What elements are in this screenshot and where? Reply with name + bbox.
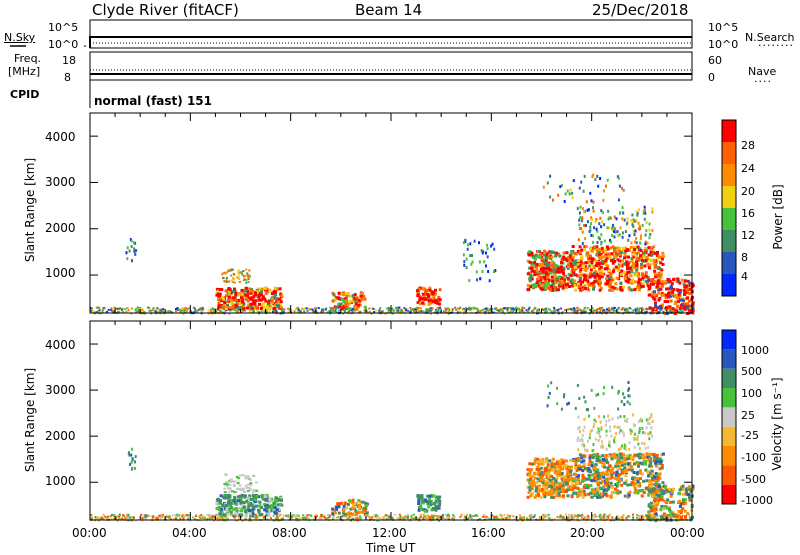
power-colorbar-segment bbox=[722, 208, 736, 230]
power-ytick-2000: 2000 bbox=[45, 222, 76, 234]
power-ytick-1000: 1000 bbox=[45, 267, 76, 279]
velocity-colorbar-segment bbox=[722, 349, 736, 368]
velocity-cb-tick-100: 100 bbox=[741, 388, 762, 399]
velocity-colorbar-segment bbox=[722, 427, 736, 446]
velocity-colorbar-label: Velocity [m s⁻¹] bbox=[771, 377, 783, 470]
velocity-cb-tick-25: 25 bbox=[741, 410, 755, 421]
power-colorbar-segment bbox=[722, 142, 736, 164]
power-colorbar-segment bbox=[722, 186, 736, 208]
freq-min: 8 bbox=[64, 72, 71, 83]
velocity-ylabel: Slant Range [km] bbox=[24, 368, 36, 472]
velocity-ytick-3000: 3000 bbox=[45, 384, 76, 396]
nave-dots: ···· bbox=[754, 76, 772, 87]
nave-min: 0 bbox=[708, 72, 715, 83]
velocity-colorbar-segment bbox=[722, 388, 736, 407]
velocity-cb-tick-m1000: -1000 bbox=[741, 495, 773, 506]
velocity-blob-1800 bbox=[527, 457, 575, 499]
velocity-blob-0530 bbox=[216, 494, 284, 518]
xtick-1200: 12:00 bbox=[372, 527, 407, 539]
power-colorbar bbox=[722, 120, 736, 296]
velocity-cb-tick-1000: 1000 bbox=[741, 345, 769, 356]
xtick-2000: 20:00 bbox=[570, 527, 605, 539]
power-ytick-4000: 4000 bbox=[45, 131, 76, 143]
velocity-cb-tick-m25: -25 bbox=[741, 430, 759, 441]
nsky-label: N.Sky bbox=[4, 32, 35, 43]
power-blob-high-range bbox=[543, 174, 625, 204]
velocity-ytick-2000: 2000 bbox=[45, 430, 76, 442]
freq-panel-frame bbox=[90, 52, 692, 80]
power-blob-1530 bbox=[463, 239, 496, 282]
velocity-colorbar-segment bbox=[722, 407, 736, 426]
power-blob-1800 bbox=[527, 250, 575, 292]
power-cb-tick-28: 28 bbox=[741, 140, 755, 151]
velocity-ytick-1000: 1000 bbox=[45, 475, 76, 487]
power-blob-2300 bbox=[647, 278, 695, 316]
velocity-ytick-4000: 4000 bbox=[45, 339, 76, 351]
power-cb-tick-12: 12 bbox=[741, 230, 755, 241]
power-blob-0600-upper bbox=[221, 268, 251, 283]
power-blob-0130 bbox=[126, 238, 138, 262]
power-colorbar-segment bbox=[722, 230, 736, 252]
nave-max: 60 bbox=[708, 55, 722, 66]
velocity-blob-0130 bbox=[128, 448, 137, 471]
velocity-colorbar-segment bbox=[722, 330, 736, 349]
power-cb-tick-4: 4 bbox=[741, 271, 748, 282]
velocity-blob-1300 bbox=[416, 494, 441, 513]
power-cb-tick-24: 24 bbox=[741, 163, 755, 174]
power-colorbar-segment bbox=[722, 120, 736, 142]
velocity-colorbar-segment bbox=[722, 465, 736, 484]
velocity-blob-high-range bbox=[547, 381, 631, 411]
power-colorbar-label: Power [dB] bbox=[772, 184, 784, 249]
nsearch-dots: ········ bbox=[758, 40, 794, 51]
velocity-blob-2000-upper bbox=[577, 413, 654, 453]
nsky-max: 10^5 bbox=[48, 22, 78, 33]
power-ylabel: Slant Range [km] bbox=[24, 158, 36, 262]
velocity-cb-tick-500: 500 bbox=[741, 366, 762, 377]
power-colorbar-segment bbox=[722, 252, 736, 274]
power-blob-1000 bbox=[331, 291, 367, 310]
power-cb-tick-20: 20 bbox=[741, 186, 755, 197]
nsearch-min: 10^0 bbox=[708, 39, 738, 50]
freq-max: 18 bbox=[62, 55, 76, 66]
power-cb-tick-16: 16 bbox=[741, 208, 755, 219]
date-title: 25/Dec/2018 bbox=[592, 3, 688, 18]
cpid-value: normal (fast) 151 bbox=[94, 95, 212, 107]
beam-title: Beam 14 bbox=[355, 3, 422, 18]
velocity-cb-tick-m500: -500 bbox=[741, 474, 766, 485]
power-cb-tick-8: 8 bbox=[741, 252, 748, 263]
xtick-0000-end: 00:00 bbox=[670, 527, 705, 539]
nsearch-max: 10^5 bbox=[708, 22, 738, 33]
strip-traces bbox=[90, 36, 692, 74]
xtick-0400: 04:00 bbox=[172, 527, 207, 539]
xtick-0800: 08:00 bbox=[272, 527, 307, 539]
power-blob-1300 bbox=[416, 287, 442, 306]
power-blob-0530 bbox=[215, 287, 283, 311]
power-colorbar-segment bbox=[722, 274, 736, 296]
power-colorbar-segment bbox=[722, 164, 736, 186]
xtick-0000-start: 00:00 bbox=[72, 527, 107, 539]
freq-label-1: Freq. bbox=[14, 53, 41, 64]
station-title: Clyde River (fitACF) bbox=[92, 3, 239, 18]
power-blob-2000-upper bbox=[577, 206, 654, 246]
nsky-panel-frame bbox=[90, 20, 692, 48]
xtick-1600: 16:00 bbox=[471, 527, 506, 539]
velocity-blob-1000 bbox=[331, 499, 369, 517]
freq-label-2: [MHz] bbox=[8, 66, 40, 77]
velocity-blob-0600-upper bbox=[223, 473, 258, 493]
velocity-panel-frame bbox=[90, 321, 692, 520]
time-axis-label: Time UT bbox=[366, 542, 415, 554]
velocity-colorbar-segment bbox=[722, 446, 736, 465]
nsky-min: 10^0 bbox=[48, 39, 78, 50]
velocity-colorbar-segment bbox=[722, 369, 736, 388]
velocity-colorbar bbox=[722, 330, 736, 504]
cpid-label: CPID bbox=[10, 89, 39, 100]
velocity-cb-tick-m100: -100 bbox=[741, 452, 766, 463]
velocity-colorbar-segment bbox=[722, 485, 736, 504]
power-ytick-3000: 3000 bbox=[45, 176, 76, 188]
